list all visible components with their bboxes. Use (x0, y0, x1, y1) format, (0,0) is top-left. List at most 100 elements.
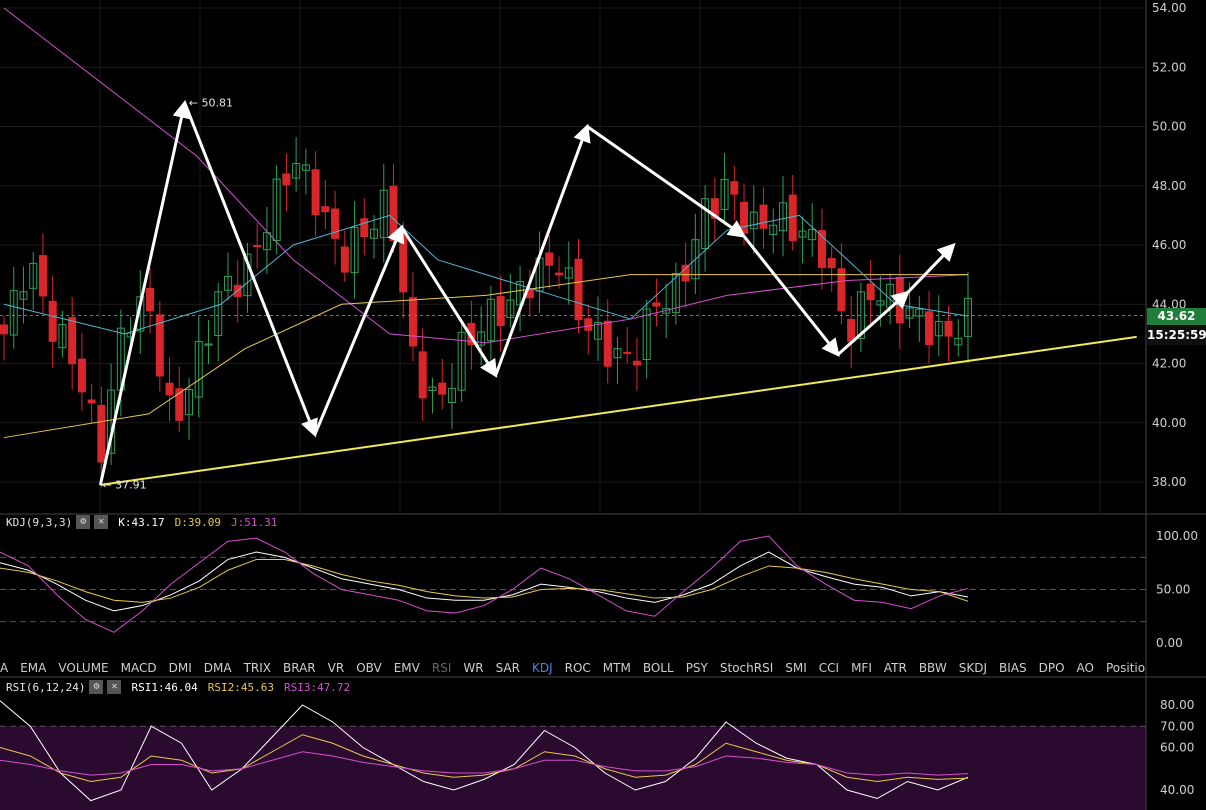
tab-ema[interactable]: EMA (20, 661, 47, 675)
kdj-d-value: D:39.09 (174, 515, 221, 529)
tab-dma[interactable]: DMA (203, 661, 232, 675)
y-tick-label: 48.00 (1152, 179, 1186, 193)
last-price-tag: 43.62 (1147, 308, 1206, 325)
kdj-title: KDJ(9,3,3) (6, 515, 73, 529)
tab-cci[interactable]: CCI (818, 661, 840, 675)
candle-body (545, 252, 554, 266)
rsi-header: RSI(6,12,24) ⚙ ✕ RSI1:46.04 RSI2:45.63 R… (6, 680, 350, 694)
candle-body (370, 228, 379, 239)
pattern-arrow (906, 242, 956, 294)
y-tick-label: 54.00 (1152, 1, 1186, 15)
y-tick-label: 42.00 (1152, 357, 1186, 371)
tab-atr[interactable]: ATR (883, 661, 907, 675)
tab-smi[interactable]: SMI (785, 661, 807, 675)
candle-body (603, 320, 612, 367)
candle-body (837, 268, 846, 312)
tab-mtm[interactable]: MTM (602, 661, 631, 675)
candle-body (253, 244, 262, 248)
candle-body (418, 351, 427, 399)
candle-body (730, 181, 739, 195)
candle-body (701, 198, 710, 250)
tab-ao[interactable]: AO (1076, 661, 1094, 675)
candle-body (38, 255, 47, 297)
tab-mfi[interactable]: MFI (851, 661, 872, 675)
candle-body (769, 224, 778, 236)
y-tick-label: 50.00 (1152, 120, 1186, 134)
low-price-label: ← 37.91 (102, 479, 146, 492)
candle-body (331, 208, 340, 239)
tab-dpo[interactable]: DPO (1038, 661, 1065, 675)
candle-body (506, 299, 515, 319)
close-icon[interactable]: ✕ (94, 515, 109, 529)
gear-icon[interactable]: ⚙ (76, 515, 91, 529)
candle-body (691, 239, 700, 280)
candle-body (671, 272, 680, 314)
tab-bias[interactable]: BIAS (998, 661, 1027, 675)
pattern-arrow (586, 125, 747, 238)
candle-body (204, 343, 213, 346)
tab-trix[interactable]: TRIX (243, 661, 271, 675)
candle-body (847, 318, 856, 343)
y-tick-label: 50.00 (1156, 583, 1190, 597)
candle-body (223, 275, 232, 291)
tab-psy[interactable]: PSY (685, 661, 708, 675)
candle-body (146, 287, 155, 312)
tab-boll[interactable]: BOLL (642, 661, 674, 675)
tab-rsi[interactable]: RSI (431, 661, 452, 675)
tab-emv[interactable]: EMV (393, 661, 420, 675)
tab-stochrsi[interactable]: StochRSI (719, 661, 774, 675)
tab-obv[interactable]: OBV (356, 661, 382, 675)
tab-bbw[interactable]: BBW (918, 661, 947, 675)
tab-vr[interactable]: VR (327, 661, 345, 675)
kdj-series-j (0, 535, 969, 633)
candle-body (944, 320, 953, 337)
y-tick-label: 44.00 (1152, 297, 1186, 311)
candle-body (447, 387, 456, 403)
candle-body (720, 178, 729, 210)
tab-wr[interactable]: WR (463, 661, 484, 675)
candle-body (798, 230, 807, 238)
candle-body (214, 291, 223, 337)
candle-body (652, 302, 661, 307)
tab-brar[interactable]: BRAR (283, 661, 316, 675)
candle-body (964, 297, 972, 337)
tab-position[interactable]: Position (1105, 661, 1146, 675)
candle-body (740, 201, 749, 234)
tab-roc[interactable]: ROC (564, 661, 591, 675)
candle-body (866, 283, 875, 301)
rsi-pane: 80.00 70.00 60.00 40.00 (0, 698, 1194, 810)
candle-body (613, 348, 622, 359)
candle-body (97, 404, 106, 463)
y-tick-label: 40.00 (1160, 783, 1194, 797)
close-icon[interactable]: ✕ (107, 680, 122, 694)
rsi1-value: RSI1:46.04 (131, 680, 198, 694)
candle-body (379, 189, 388, 239)
pattern-arrow (400, 226, 498, 378)
pattern-arrow (183, 102, 318, 438)
tab-a[interactable]: A (0, 661, 9, 675)
candle-body (749, 211, 758, 230)
candle-body (555, 272, 564, 276)
candle-body (185, 389, 194, 416)
kdj-pane: 100.00 50.00 0.00 (0, 529, 1198, 650)
tab-dmi[interactable]: DMI (168, 661, 192, 675)
pattern-arrow (494, 123, 591, 376)
moving-average-line (3, 7, 969, 344)
y-tick-label: 46.00 (1152, 238, 1186, 252)
kdj-header: KDJ(9,3,3) ⚙ ✕ K:43.17 D:39.09 J:51.31 (6, 515, 277, 529)
candle-body (272, 178, 281, 242)
rsi-band (0, 726, 1146, 810)
tab-skdj[interactable]: SKDJ (958, 661, 987, 675)
candle-body (175, 388, 184, 421)
tab-sar[interactable]: SAR (495, 661, 520, 675)
y-tick-label: 38.00 (1152, 475, 1186, 489)
y-tick-label: 0.00 (1156, 636, 1183, 650)
tab-kdj[interactable]: KDJ (531, 661, 553, 675)
pattern-arrow (98, 99, 191, 486)
tab-volume[interactable]: VOLUME (58, 661, 109, 675)
tab-macd[interactable]: MACD (120, 661, 157, 675)
gear-icon[interactable]: ⚙ (89, 680, 104, 694)
candle-body (0, 324, 8, 335)
candle-body (9, 290, 18, 336)
